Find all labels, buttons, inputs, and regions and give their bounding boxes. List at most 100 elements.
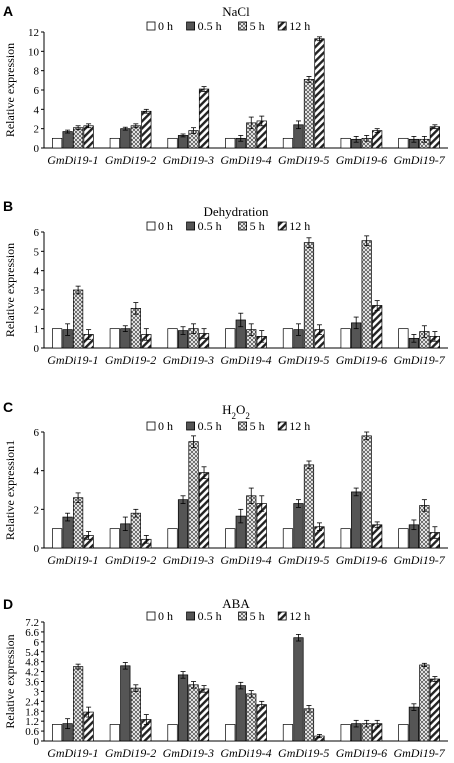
x-tick-label: GmDi19-7 [393,553,445,567]
y-tick-label: 0 [34,143,40,155]
bar [62,131,73,149]
y-tick-label: 2.4 [25,696,39,708]
legend-swatch [186,21,196,31]
x-tick-label: GmDi19-2 [105,153,156,167]
panel-letter: D [3,596,13,612]
x-tick-label: GmDi19-5 [278,153,329,167]
bar [225,724,236,742]
bar [303,708,315,742]
bar [303,242,315,349]
legend-swatch [277,421,287,431]
legend-label: 0 h [158,419,173,433]
legend-label: 0 h [158,609,173,623]
legend-label: 0 h [158,219,173,233]
y-tick-label: 7.2 [25,617,39,629]
legend-label: 0.5 h [198,419,222,433]
y-axis-label: Relative expression [3,243,17,337]
bar [340,528,351,549]
legend-label: 5 h [250,19,265,33]
x-tick-label: GmDi19-1 [47,153,98,167]
y-tick-label: 6 [34,427,40,439]
bar [225,328,236,349]
bar [246,693,257,742]
legend-swatch [146,221,156,231]
legend-label: 0.5 h [198,19,222,33]
panel-letter: A [3,3,13,19]
bar [408,706,419,742]
legend-label: 5 h [250,419,265,433]
legend-label: 12 h [289,419,310,433]
bar [188,441,199,549]
legend-swatch [238,221,248,231]
bar [361,435,372,549]
legend-swatch [277,21,287,31]
legend-swatch [146,421,156,431]
y-tick-label: 2 [34,124,40,136]
x-tick-label: GmDi19-5 [278,746,329,760]
bar [198,688,210,742]
bar [52,328,63,349]
legend-label: 0 h [158,19,173,33]
x-tick-label: GmDi19-4 [220,746,271,760]
y-tick-label: 3 [34,686,40,698]
y-axis-label: Relative expression [3,634,17,728]
x-tick-label: GmDi19-3 [163,353,214,367]
panel-letter: B [3,198,13,214]
x-tick-label: GmDi19-4 [220,153,271,167]
x-tick-label: GmDi19-4 [220,553,271,567]
panel-title: NaCl [222,4,250,19]
y-tick-label: 4 [34,466,40,478]
bar [109,724,120,742]
bar [198,472,210,549]
y-tick-label: 12 [28,27,39,39]
x-tick-label: GmDi19-5 [278,553,329,567]
y-tick-label: 4 [34,266,40,278]
x-tick-label: GmDi19-2 [105,746,156,760]
bar [340,137,351,149]
bar [314,38,325,149]
legend-swatch [277,611,287,621]
x-tick-label: GmDi19-7 [393,153,445,167]
x-tick-label: GmDi19-5 [278,353,329,367]
x-tick-label: GmDi19-6 [336,153,387,167]
x-tick-label: GmDi19-6 [336,553,387,567]
bar [120,665,131,742]
legend-swatch [186,421,196,431]
bar [256,704,267,742]
legend-label: 0.5 h [198,219,222,233]
y-tick-label: 0 [34,736,40,748]
y-tick-label: 1.8 [25,706,39,718]
x-tick-label: GmDi19-2 [105,553,156,567]
x-tick-label: GmDi19-1 [47,746,98,760]
y-axis-label: Relative expression [3,43,17,137]
bar [52,137,63,149]
panel-b: B Dehydration 0 h 0.5 h 5 h 12 h 0 1 2 3 4 5 6 Relati… [3,198,448,367]
bar [62,516,73,549]
legend-label: 12 h [289,19,310,33]
panel-letter: C [3,399,13,415]
bar [398,137,409,149]
bar [130,512,141,549]
panel-c: C H2O2 0 h 0.5 h 5 h 12 h 0 2 4 6 Relative express… [3,399,448,567]
x-tick-label: GmDi19-2 [105,353,156,367]
legend-swatch [146,611,156,621]
panel-title: Dehydration [204,204,269,219]
legend-swatch [238,21,248,31]
y-tick-label: 6 [34,227,40,239]
x-tick-label: GmDi19-3 [163,746,214,760]
bar [340,328,351,349]
bar [429,126,440,149]
x-tick-label: GmDi19-7 [393,353,445,367]
bar [351,491,362,549]
y-tick-label: 3.6 [25,677,39,689]
bar [167,328,178,349]
y-tick-label: 3 [34,285,40,297]
x-tick-label: GmDi19-7 [393,746,445,760]
y-tick-label: 0 [34,543,40,555]
bar [73,289,84,349]
legend-label: 5 h [250,219,265,233]
y-tick-label: 4.2 [25,667,39,679]
y-tick-label: 6.6 [25,627,39,639]
